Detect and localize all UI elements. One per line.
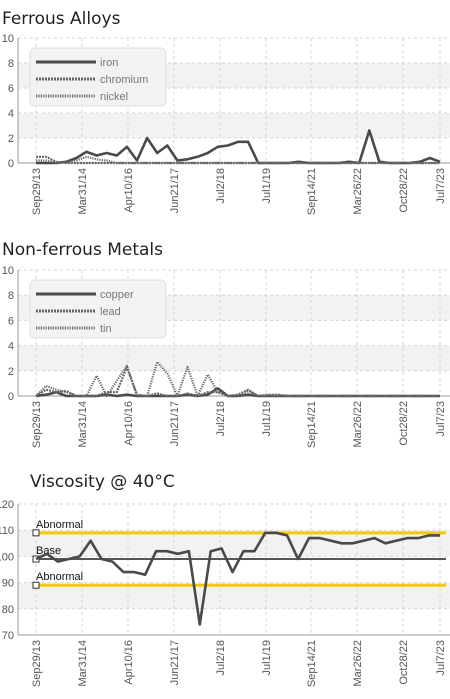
series-line-iron [36, 129, 441, 165]
x-tick-label: Oct28/22 [398, 168, 410, 213]
y-tick-label: 0 [8, 158, 14, 170]
limit-label: Base [36, 545, 61, 557]
x-tick-label: Apr10/16 [123, 168, 135, 213]
limit-marker [32, 555, 40, 563]
y-tick-label: 8 [8, 58, 14, 70]
chart-title: Non-ferrous Metals [2, 240, 163, 260]
y-tick-label: 4 [8, 341, 14, 353]
x-tick-label: Mar31/14 [77, 640, 89, 686]
grid-band [18, 345, 450, 371]
limit-label: Abnormal [36, 519, 83, 531]
series-line-value [35, 531, 440, 626]
x-tick-label: Jul1/19 [261, 168, 273, 203]
y-tick-label: 0 [8, 391, 14, 403]
x-tick-label: Jul1/19 [261, 640, 273, 675]
chart-panel-1: Ferrous Alloys 0 2 4 6 8 10 Sep29/13 Mar31/14 Apr… [2, 9, 450, 215]
chart-title: Viscosity @ 40°C [30, 472, 175, 492]
x-tick-label: Sep29/13 [31, 168, 43, 215]
legend-label: nickel [100, 91, 128, 103]
x-tick-label: Jun21/17 [169, 168, 181, 213]
x-tick-label: Sep29/13 [31, 640, 43, 687]
x-tick-label: Mar26/22 [352, 401, 364, 447]
limit-label: Abnormal [36, 571, 83, 583]
y-tick-label: 8 [8, 290, 14, 302]
x-tick-label: Jul2/18 [215, 168, 227, 203]
y-tick-label: 10 [2, 265, 14, 277]
x-tick-label: Jul7/23 [435, 168, 447, 203]
legend-label: lead [100, 306, 121, 318]
legend-label: iron [100, 57, 118, 69]
y-tick-label: 10 [2, 33, 14, 45]
x-tick-label: Jun21/17 [169, 640, 181, 685]
y-tick-label: 2 [8, 366, 14, 378]
series-line-tin [35, 360, 440, 398]
grid-band [18, 582, 450, 609]
x-tick-label: Sep14/21 [306, 401, 318, 448]
x-tick-label: Jul1/19 [261, 401, 273, 436]
x-tick-label: Oct28/22 [398, 401, 410, 446]
x-tick-label: Jul7/23 [435, 401, 447, 436]
legend-label: copper [100, 289, 134, 301]
y-tick-label: 4 [8, 108, 14, 120]
x-tick-label: Apr10/16 [123, 640, 135, 685]
chart-panel-2: Non-ferrous Metals 0 2 4 6 8 10 Sep29/13 Mar31/1… [2, 240, 450, 448]
x-tick-label: Sep29/13 [31, 401, 43, 448]
y-tick-label: 2 [8, 133, 14, 145]
x-tick-label: Mar26/22 [352, 168, 364, 214]
x-tick-label: Sep14/21 [306, 640, 318, 687]
x-tick-label: Mar26/22 [352, 640, 364, 686]
legend-label: chromium [100, 74, 148, 86]
x-tick-label: Mar31/14 [77, 401, 89, 447]
limit-marker [32, 529, 40, 537]
y-tick-label: 120 [0, 499, 14, 511]
x-tick-label: Jul2/18 [215, 401, 227, 436]
y-tick-label: 90 [2, 578, 14, 590]
x-tick-label: Oct28/22 [398, 640, 410, 685]
y-tick-label: 80 [2, 604, 14, 616]
series-line-nickel [36, 155, 440, 165]
x-tick-label: Jul2/18 [215, 640, 227, 675]
series-line-lead [35, 365, 440, 398]
y-tick-label: 6 [8, 315, 14, 327]
x-tick-label: Mar31/14 [77, 168, 89, 214]
legend-label: tin [100, 323, 112, 335]
chart-panel-3: Viscosity @ 40°C 70 80 90 100 110 120 Sep29/13 M… [0, 472, 450, 687]
x-tick-label: Jul7/23 [435, 640, 447, 675]
y-tick-label: 110 [0, 525, 14, 537]
chart-title: Ferrous Alloys [2, 9, 121, 29]
y-tick-label: 6 [8, 83, 14, 95]
x-tick-label: Sep14/21 [306, 168, 318, 215]
x-tick-label: Apr10/16 [123, 401, 135, 446]
y-tick-label: 100 [0, 551, 14, 563]
limit-marker [32, 581, 40, 589]
grid-band [18, 113, 450, 138]
x-tick-label: Jun21/17 [169, 401, 181, 446]
y-tick-label: 70 [2, 630, 14, 642]
